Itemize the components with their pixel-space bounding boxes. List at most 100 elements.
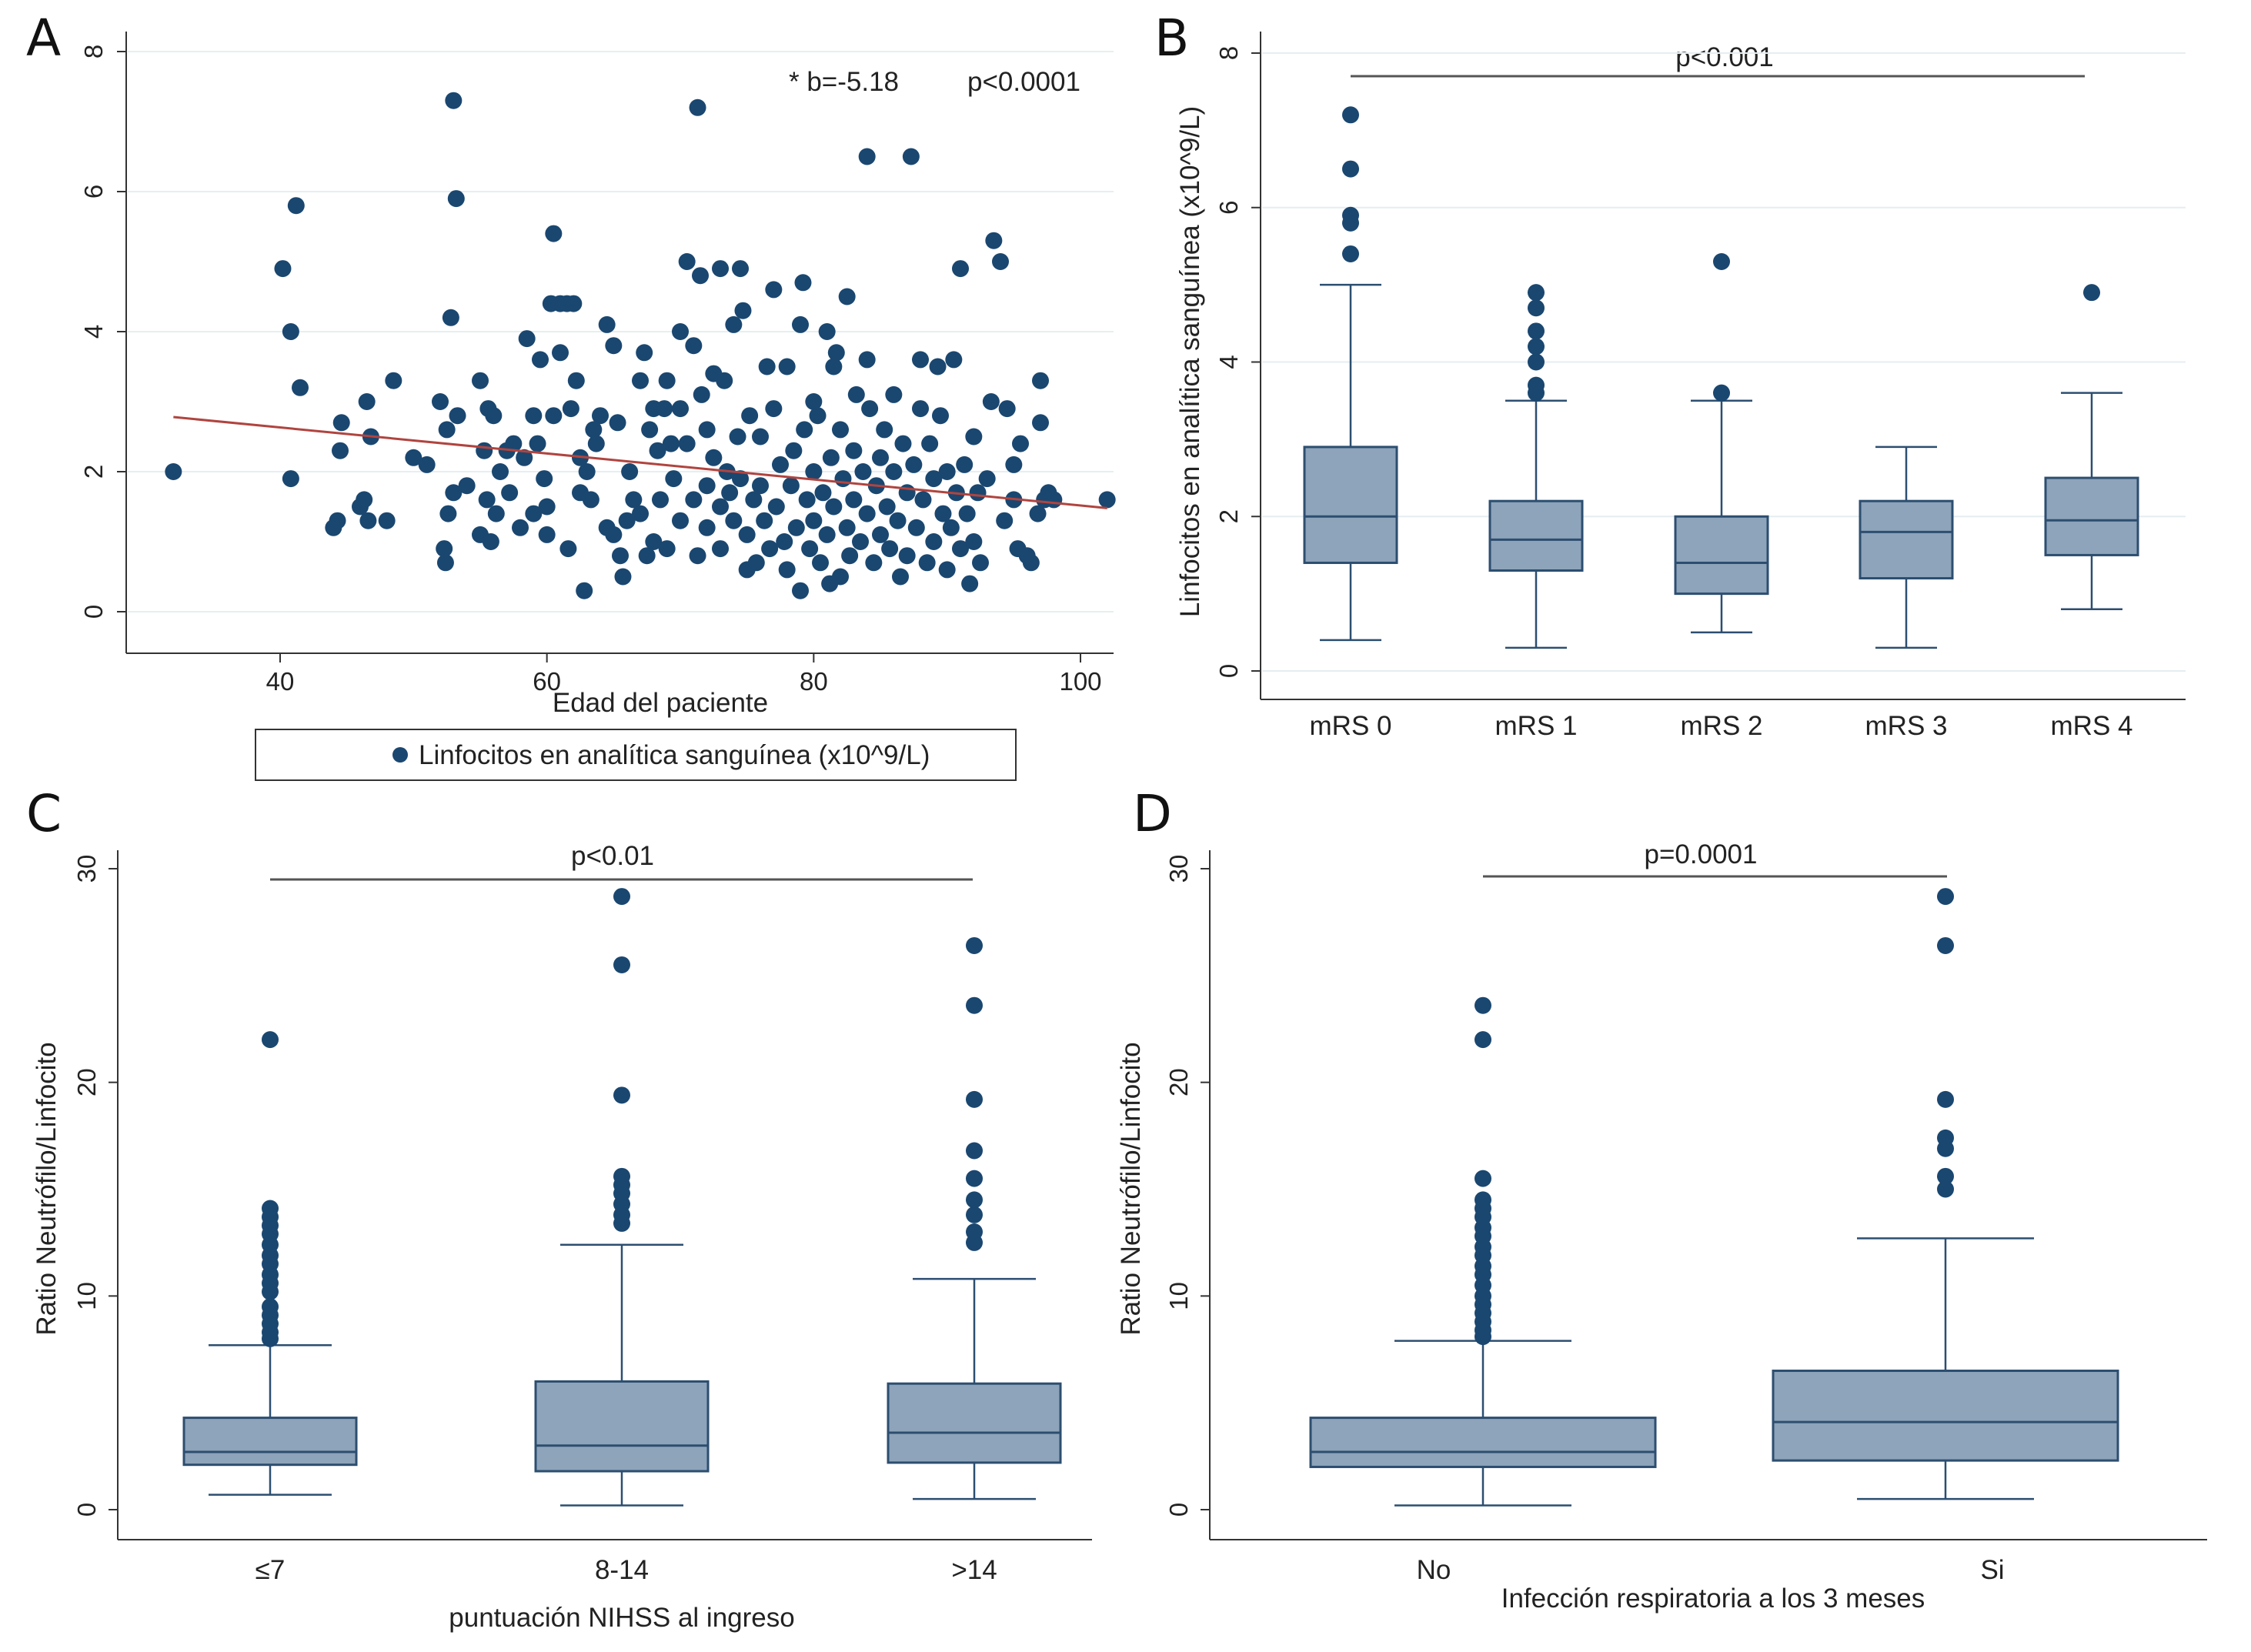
panel-a-y-tick-label: 4 xyxy=(79,325,108,339)
panel-a-data-point xyxy=(698,519,716,536)
panel-b-outlier-point xyxy=(1342,206,1359,224)
panel-b-y-axis-label: Linfocitos en analítica sanguínea (x10^9… xyxy=(1175,106,1205,617)
panel-a-data-point xyxy=(605,526,623,543)
panel-a-data-point xyxy=(512,519,529,536)
panel-a-data-point xyxy=(827,344,845,362)
panel-a-data-point xyxy=(725,315,743,333)
panel-a-data-point xyxy=(689,547,706,565)
panel-a-data-point xyxy=(678,253,696,270)
panel-b-p-value: p<0.001 xyxy=(1675,42,1774,72)
panel-a-data-point xyxy=(732,260,749,278)
panel-a-data-point xyxy=(785,442,803,459)
panel-c-category-label: >14 xyxy=(951,1555,997,1585)
panel-a-data-point xyxy=(881,540,899,558)
panel-a-data-point xyxy=(1032,414,1049,432)
panel-a-data-point xyxy=(712,498,729,516)
panel-a-legend xyxy=(255,729,1017,781)
panel-a-data-point xyxy=(656,400,673,418)
panel-a-data-point xyxy=(834,470,852,488)
panel-a-data-point xyxy=(945,351,963,369)
panel-b-box xyxy=(2044,476,2139,556)
panel-a-data-point xyxy=(432,393,449,410)
panel-a-data-point xyxy=(825,358,843,375)
panel-b-outlier-point xyxy=(1342,160,1359,178)
panel-a-data-point xyxy=(552,344,569,362)
panel-c-outlier-point xyxy=(613,956,630,973)
panel-a-data-point xyxy=(538,526,556,543)
panel-a-data-point xyxy=(885,385,903,403)
panel-a-data-point xyxy=(538,498,556,516)
panel-a-data-point xyxy=(978,470,996,488)
panel-a-data-point xyxy=(532,351,549,369)
panel-b-outlier-point xyxy=(1342,106,1359,124)
panel-c-outlier-point xyxy=(262,1200,279,1217)
panel-a-data-point xyxy=(698,421,716,439)
panel-a-data-point xyxy=(685,337,703,355)
panel-a-data-point xyxy=(876,421,893,439)
panel-a-data-point xyxy=(638,547,656,565)
panel-a-data-point xyxy=(832,568,849,586)
panel-a-data-point xyxy=(582,491,599,509)
panel-a-data-point xyxy=(858,148,876,165)
panel-c-x-axis-label: puntuación NIHSS al ingreso xyxy=(449,1603,794,1633)
panel-a-data-point xyxy=(929,358,947,375)
panel-a-data-point xyxy=(961,575,979,592)
panel-c-category-label: 8-14 xyxy=(595,1555,649,1585)
panel-a-data-point xyxy=(618,512,636,529)
panel-a-data-point xyxy=(405,449,422,466)
panel-a-data-point xyxy=(814,484,832,502)
panel-a-data-point xyxy=(698,477,716,495)
panel-c-outlier-point xyxy=(966,1090,983,1108)
panel-a-data-point xyxy=(492,463,509,480)
panel-a-data-point xyxy=(658,372,676,389)
panel-a-data-point xyxy=(861,400,879,418)
panel-b-box xyxy=(1488,499,1584,572)
panel-a-x-tick-label: 40 xyxy=(266,667,295,696)
panel-a-data-point xyxy=(938,561,956,579)
panel-a-y-tick-label: 2 xyxy=(79,465,108,479)
panel-a-data-point xyxy=(692,267,709,285)
panel-d-outlier-point xyxy=(1475,1170,1491,1187)
panel-label-d: D xyxy=(1133,784,1172,843)
panel-a-data-point xyxy=(845,442,863,459)
panel-a-data-point xyxy=(934,505,952,522)
panel-a-data-point xyxy=(792,315,809,333)
panel-a-data-point xyxy=(878,498,896,516)
panel-b-box xyxy=(1303,446,1398,564)
panel-a-data-point xyxy=(1029,505,1047,522)
panel-a-data-point xyxy=(678,435,696,452)
panel-a-data-point xyxy=(898,547,916,565)
panel-a-data-point xyxy=(645,533,663,550)
panel-a-data-point xyxy=(418,456,436,473)
panel-a-data-point xyxy=(998,400,1016,418)
panel-a-data-point xyxy=(778,561,796,579)
panel-a-data-point xyxy=(332,442,349,459)
panel-a-data-point xyxy=(578,463,596,480)
panel-a-data-point xyxy=(612,547,629,565)
panel-c-box xyxy=(182,1417,358,1467)
panel-c-y-tick-label: 30 xyxy=(72,855,101,883)
panel-a-x-tick-label: 60 xyxy=(533,667,561,696)
panel-a-data-point xyxy=(938,463,956,480)
panel-a-data-point xyxy=(274,260,292,278)
panel-a-data-point xyxy=(918,554,936,572)
panel-a-data-point xyxy=(658,540,676,558)
panel-a-data-point xyxy=(438,421,456,439)
panel-a-data-point xyxy=(436,554,454,572)
panel-d-box xyxy=(1309,1417,1657,1468)
panel-c-outlier-point xyxy=(613,888,630,906)
panel-d-x-axis-label: Infección respiratoria a los 3 meses xyxy=(1501,1584,1925,1614)
panel-d-outlier-point xyxy=(1937,1090,1954,1108)
panel-a-data-point xyxy=(609,414,626,432)
panel-a-data-point xyxy=(359,512,377,529)
panel-a-data-point xyxy=(965,428,983,446)
panel-c-outlier-point xyxy=(613,1086,630,1104)
panel-a-y-tick-label: 8 xyxy=(79,45,108,58)
panel-a-data-point xyxy=(794,274,812,292)
panel-a-data-point xyxy=(447,190,465,208)
panel-a-data-point xyxy=(845,491,863,509)
panel-a-data-point xyxy=(445,484,463,502)
panel-a-data-point xyxy=(865,554,883,572)
panel-b-outlier-point xyxy=(1528,299,1545,317)
